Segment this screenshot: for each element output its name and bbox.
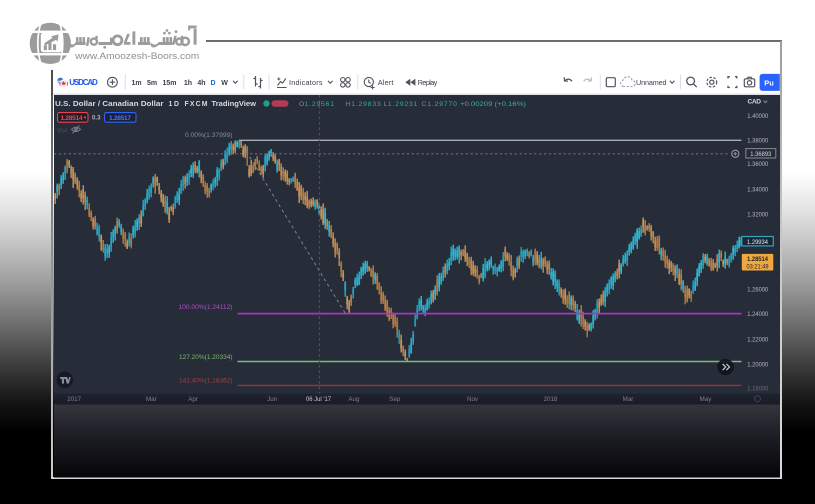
svg-text:03:21:49: 03:21:49 bbox=[746, 263, 768, 270]
svg-text:+0.00209 (+0.16%): +0.00209 (+0.16%) bbox=[460, 101, 526, 108]
svg-text:1.34000: 1.34000 bbox=[747, 186, 768, 193]
svg-text:1m: 1m bbox=[131, 80, 141, 87]
svg-text:Vol: Vol bbox=[57, 128, 67, 135]
svg-text:U.S. Dollar / Canadian Dollar: U.S. Dollar / Canadian Dollar bbox=[55, 101, 164, 108]
svg-text:1.29770: 1.29770 bbox=[427, 101, 457, 108]
svg-text:Unnamed: Unnamed bbox=[636, 78, 667, 87]
svg-text:0.00%(1.37999): 0.00%(1.37999) bbox=[185, 132, 233, 139]
svg-text:Apr: Apr bbox=[188, 396, 198, 403]
svg-text:O: O bbox=[299, 101, 304, 108]
svg-text:1.28517: 1.28517 bbox=[109, 115, 131, 122]
svg-text:L: L bbox=[383, 101, 387, 108]
svg-text:Sep: Sep bbox=[389, 396, 401, 403]
svg-text:1.36000: 1.36000 bbox=[747, 161, 768, 168]
svg-text:1.29231: 1.29231 bbox=[387, 101, 417, 108]
svg-text:Jun: Jun bbox=[267, 396, 278, 403]
svg-text:1.36893: 1.36893 bbox=[750, 151, 771, 158]
svg-text:127.20%(1.20334): 127.20%(1.20334) bbox=[179, 354, 233, 361]
svg-text:D: D bbox=[210, 80, 215, 87]
svg-text:1.29833: 1.29833 bbox=[351, 101, 381, 108]
svg-text:0.3: 0.3 bbox=[92, 115, 101, 122]
svg-text:Indicators: Indicators bbox=[289, 78, 323, 87]
svg-text:Nov: Nov bbox=[466, 396, 478, 403]
svg-text:W: W bbox=[221, 80, 228, 87]
svg-text:1.28514: 1.28514 bbox=[747, 256, 768, 263]
svg-text:1.24000: 1.24000 bbox=[747, 311, 768, 318]
svg-text:2017: 2017 bbox=[67, 396, 81, 403]
svg-text:C: C bbox=[421, 101, 426, 108]
svg-text:TradingView: TradingView bbox=[211, 101, 256, 108]
svg-text:CAD: CAD bbox=[747, 99, 761, 106]
svg-text:www.Amoozesh-Boors.com: www.Amoozesh-Boors.com bbox=[74, 51, 199, 61]
svg-text:May: May bbox=[699, 396, 712, 403]
svg-text:Mar: Mar bbox=[145, 396, 156, 403]
svg-text:Mar: Mar bbox=[622, 396, 633, 403]
svg-text:Pu: Pu bbox=[764, 78, 774, 87]
svg-text:1.38000: 1.38000 bbox=[747, 137, 768, 144]
svg-text:FXCM: FXCM bbox=[184, 101, 207, 108]
svg-text:Alert: Alert bbox=[378, 78, 394, 87]
svg-text:Aug: Aug bbox=[348, 396, 360, 403]
svg-text:1.29561: 1.29561 bbox=[304, 101, 334, 108]
svg-text:2018: 2018 bbox=[543, 396, 557, 403]
svg-text:H: H bbox=[345, 101, 350, 108]
svg-text:1.40000: 1.40000 bbox=[747, 113, 768, 120]
svg-text:141.40%(1.18362): 141.40%(1.18362) bbox=[179, 377, 233, 384]
svg-text:4h: 4h bbox=[197, 80, 205, 87]
svg-text:1D: 1D bbox=[168, 101, 179, 108]
svg-text:Replay: Replay bbox=[418, 78, 438, 87]
svg-text:15m: 15m bbox=[162, 80, 176, 87]
svg-text:1.22000: 1.22000 bbox=[747, 336, 768, 343]
svg-text:1.18000: 1.18000 bbox=[747, 385, 768, 392]
svg-text:1.28514: 1.28514 bbox=[60, 115, 82, 122]
svg-text:1.29934: 1.29934 bbox=[747, 239, 768, 246]
svg-text:5m: 5m bbox=[147, 80, 157, 87]
svg-text:USDCAD: USDCAD bbox=[69, 78, 98, 87]
svg-text:1.32000: 1.32000 bbox=[747, 212, 768, 219]
svg-text:100.00%(1.24112): 100.00%(1.24112) bbox=[178, 304, 232, 311]
svg-text:1.20000: 1.20000 bbox=[747, 361, 768, 368]
svg-text:1.26000: 1.26000 bbox=[747, 286, 768, 293]
svg-text:1h: 1h bbox=[184, 80, 192, 87]
svg-text:06 Jul '17: 06 Jul '17 bbox=[306, 396, 331, 403]
